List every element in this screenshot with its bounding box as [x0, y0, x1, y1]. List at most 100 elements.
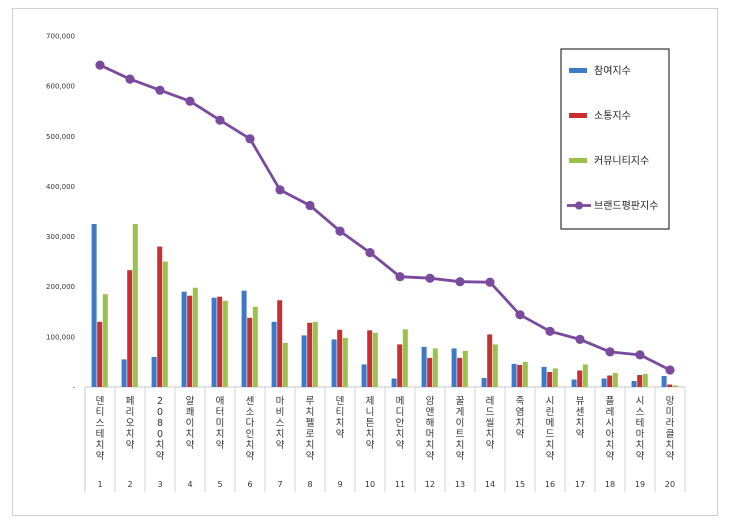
bar-소통지수: [577, 370, 583, 387]
bar-참여지수: [301, 335, 307, 387]
y-tick-label: -: [72, 384, 75, 392]
rank-label: 7: [277, 480, 282, 489]
bar-소통지수: [187, 295, 193, 387]
point-브랜드평판지수: [275, 185, 285, 195]
bar-참여지수: [181, 291, 187, 387]
bar-커뮤니티지수: [252, 306, 258, 387]
rank-label: 4: [187, 480, 192, 489]
bar-소통지수: [427, 357, 433, 387]
bar-소통지수: [637, 375, 643, 387]
chart-frame: - 100,000 200,000 300,000 400,000 500,000 600,…: [12, 8, 718, 516]
rank-label: 2: [127, 480, 132, 489]
bar-소통지수: [157, 246, 163, 387]
bar-소통지수: [517, 364, 523, 387]
bar-참여지수: [541, 366, 547, 387]
bar-커뮤니티지수: [432, 348, 438, 387]
rank-label: 11: [395, 480, 405, 489]
x-axis-labels: 덴 티 스 테 치 약 1 페 리 오 치 약 2 2 0 8 0 치 약 3 알 쾌 이 치 약 4 애 터 미 치 약 5 센 소 다 인 치 약 6 마…: [96, 395, 675, 489]
line-브랜드평판지수: [99, 63, 671, 372]
bar-참여지수: [91, 224, 97, 387]
rank-label: 12: [425, 480, 435, 489]
bar-참여지수: [421, 346, 427, 387]
bar-커뮤니티지수: [672, 385, 678, 387]
bar-커뮤니티지수: [222, 300, 228, 387]
rank-label: 20: [665, 480, 675, 489]
y-tick-label: 400,000: [46, 183, 75, 191]
bar-커뮤니티지수: [282, 342, 288, 387]
bar-소통지수: [337, 329, 343, 387]
bar-커뮤니티지수: [162, 261, 168, 387]
legend-label: 커뮤니티지수: [594, 155, 649, 167]
bar-참여지수: [241, 290, 247, 387]
bar-커뮤니티지수: [582, 364, 588, 387]
point-브랜드평판지수: [305, 200, 315, 211]
bar-소통지수: [217, 296, 223, 387]
bar-참여지수: [601, 378, 607, 387]
bar-커뮤니티지수: [342, 337, 348, 387]
brand-reputation-chart: - 100,000 200,000 300,000 400,000 500,000 600,…: [46, 33, 686, 492]
legend-swatch: [569, 158, 587, 163]
rank-label: 6: [247, 480, 252, 489]
bar-커뮤니티지수: [522, 361, 528, 387]
point-브랜드평판지수: [95, 60, 105, 70]
bar-소통지수: [487, 334, 493, 387]
bar-소통지수: [277, 300, 283, 387]
point-브랜드평판지수: [425, 273, 435, 283]
y-tick-label: 500,000: [46, 133, 75, 141]
rank-label: 9: [337, 480, 342, 489]
rank-label: 1: [97, 480, 102, 489]
bar-참여지수: [391, 378, 397, 387]
point-브랜드평판지수: [185, 96, 195, 106]
rank-label: 8: [307, 480, 312, 489]
legend-swatch: [569, 68, 587, 73]
point-브랜드평판지수: [545, 326, 555, 336]
legend-swatch-marker: [575, 201, 583, 210]
rank-label: 16: [545, 480, 555, 489]
point-브랜드평판지수: [605, 347, 615, 357]
rank-label: 14: [485, 480, 495, 489]
point-브랜드평판지수: [665, 365, 675, 375]
legend-label: 참여지수: [594, 65, 631, 77]
bar-커뮤니티지수: [462, 350, 468, 387]
point-브랜드평판지수: [395, 272, 405, 282]
rank-label: 13: [455, 480, 465, 489]
point-브랜드평판지수: [485, 277, 495, 287]
y-tick-label: 200,000: [46, 283, 75, 291]
legend-box: [560, 48, 670, 230]
bar-소통지수: [367, 330, 373, 387]
bar-커뮤니티지수: [312, 321, 318, 387]
rank-label: 18: [605, 480, 615, 489]
point-브랜드평판지수: [125, 74, 135, 84]
bar-참여지수: [361, 364, 367, 387]
rank-label: 17: [575, 480, 585, 489]
bar-소통지수: [607, 375, 613, 387]
bar-참여지수: [661, 376, 667, 387]
point-브랜드평판지수: [335, 226, 345, 236]
point-브랜드평판지수: [245, 134, 255, 144]
bar-소통지수: [457, 357, 463, 387]
y-tick-label: 700,000: [46, 33, 75, 41]
bar-소통지수: [247, 317, 253, 387]
y-tick-label: 300,000: [46, 233, 75, 241]
bar-소통지수: [667, 384, 673, 387]
point-브랜드평판지수: [365, 248, 375, 258]
bar-커뮤니티지수: [192, 287, 198, 387]
bar-커뮤니티지수: [372, 332, 378, 387]
bar-참여지수: [451, 348, 457, 387]
point-브랜드평판지수: [455, 277, 465, 287]
axes: - 100,000 200,000 300,000 400,000 500,000 600,…: [46, 33, 686, 492]
y-tick-label: 600,000: [46, 83, 75, 91]
point-브랜드평판지수: [515, 310, 525, 320]
